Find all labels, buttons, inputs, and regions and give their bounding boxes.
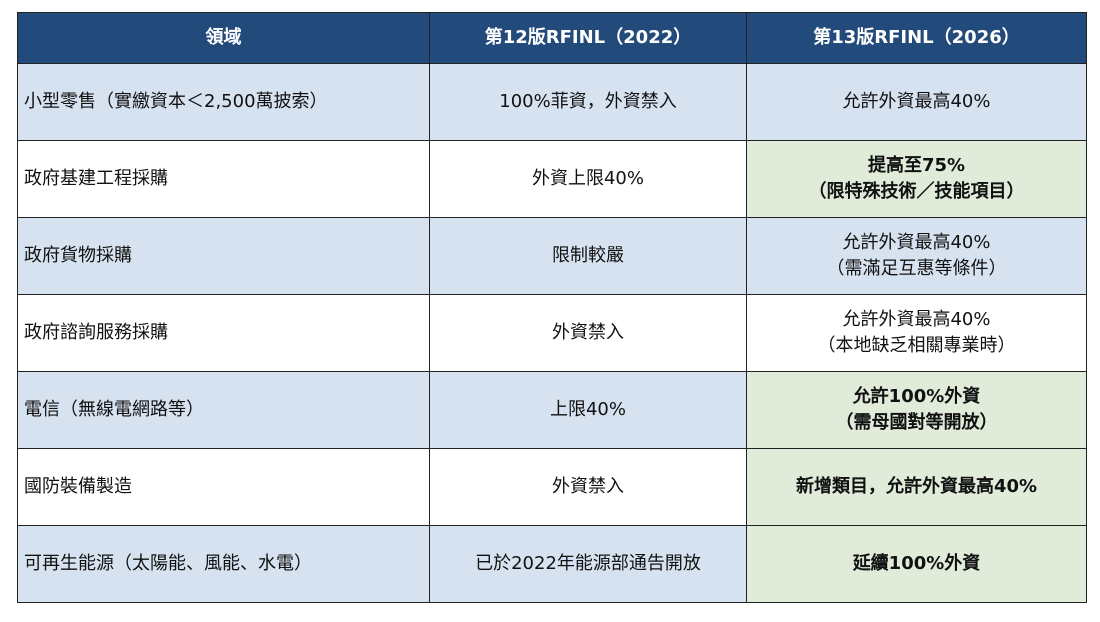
cell-area: 政府基建工程採購 xyxy=(17,140,430,218)
table-row: 政府諮詢服務採購 外資禁入 允許外資最高40% （本地缺乏相關專業時） xyxy=(17,294,1087,372)
cell-12th: 外資上限40% xyxy=(429,140,747,218)
cell-13th-highlighted: 延續100%外資 xyxy=(746,525,1087,603)
cell-area: 電信（無線電網路等） xyxy=(17,371,430,449)
cell-13th-highlighted: 新增類目，允許外資最高40% xyxy=(746,448,1087,526)
cell-13th-highlighted: 允許100%外資 （需母國對等開放） xyxy=(746,371,1087,449)
cell-13th-line: 允許100%外資 xyxy=(852,386,981,407)
cell-12th: 已於2022年能源部通告開放 xyxy=(429,525,747,603)
cell-13th-line: 允許外資最高40% xyxy=(842,91,991,112)
cell-13th-line: （本地缺乏相關專業時） xyxy=(817,335,1016,356)
header-area: 領域 xyxy=(17,12,430,64)
cell-13th-line: 允許外資最高40% xyxy=(842,232,991,253)
cell-12th: 外資禁入 xyxy=(429,448,747,526)
cell-12th: 限制較嚴 xyxy=(429,217,747,295)
cell-area: 小型零售（實繳資本＜2,500萬披索） xyxy=(17,63,430,141)
cell-area: 政府貨物採購 xyxy=(17,217,430,295)
cell-13th-line: 新增類目，允許外資最高40% xyxy=(795,476,1038,497)
cell-13th: 允許外資最高40% （本地缺乏相關專業時） xyxy=(746,294,1087,372)
header-12th-edition: 第12版RFINL（2022） xyxy=(429,12,747,64)
table-row: 小型零售（實繳資本＜2,500萬披索） 100%菲資，外資禁入 允許外資最高40… xyxy=(17,63,1087,141)
cell-13th: 允許外資最高40% xyxy=(746,63,1087,141)
cell-area: 政府諮詢服務採購 xyxy=(17,294,430,372)
cell-12th: 上限40% xyxy=(429,371,747,449)
cell-12th: 100%菲資，外資禁入 xyxy=(429,63,747,141)
cell-13th-line: （需母國對等開放） xyxy=(835,412,998,433)
table-row: 電信（無線電網路等） 上限40% 允許100%外資 （需母國對等開放） xyxy=(17,371,1087,449)
comparison-table-container: 領域 第12版RFINL（2022） 第13版RFINL（2026） 小型零售（… xyxy=(17,12,1087,603)
cell-area: 國防裝備製造 xyxy=(17,448,430,526)
table-row: 國防裝備製造 外資禁入 新增類目，允許外資最高40% xyxy=(17,448,1087,526)
cell-13th-highlighted: 提高至75% （限特殊技術／技能項目） xyxy=(746,140,1087,218)
cell-13th-line: 延續100%外資 xyxy=(852,553,981,574)
cell-12th: 外資禁入 xyxy=(429,294,747,372)
table-row: 政府基建工程採購 外資上限40% 提高至75% （限特殊技術／技能項目） xyxy=(17,140,1087,218)
cell-13th: 允許外資最高40% （需滿足互惠等條件） xyxy=(746,217,1087,295)
header-13th-edition: 第13版RFINL（2026） xyxy=(746,12,1087,64)
cell-area: 可再生能源（太陽能、風能、水電） xyxy=(17,525,430,603)
cell-13th-line: 提高至75% xyxy=(867,155,966,176)
cell-13th-line: （限特殊技術／技能項目） xyxy=(808,181,1025,202)
table-row: 可再生能源（太陽能、風能、水電） 已於2022年能源部通告開放 延續100%外資 xyxy=(17,525,1087,603)
rfinl-comparison-table: 領域 第12版RFINL（2022） 第13版RFINL（2026） 小型零售（… xyxy=(17,12,1087,603)
header-row: 領域 第12版RFINL（2022） 第13版RFINL（2026） xyxy=(17,12,1087,64)
table-row: 政府貨物採購 限制較嚴 允許外資最高40% （需滿足互惠等條件） xyxy=(17,217,1087,295)
cell-13th-line: （需滿足互惠等條件） xyxy=(826,258,1007,279)
cell-13th-line: 允許外資最高40% xyxy=(842,309,991,330)
